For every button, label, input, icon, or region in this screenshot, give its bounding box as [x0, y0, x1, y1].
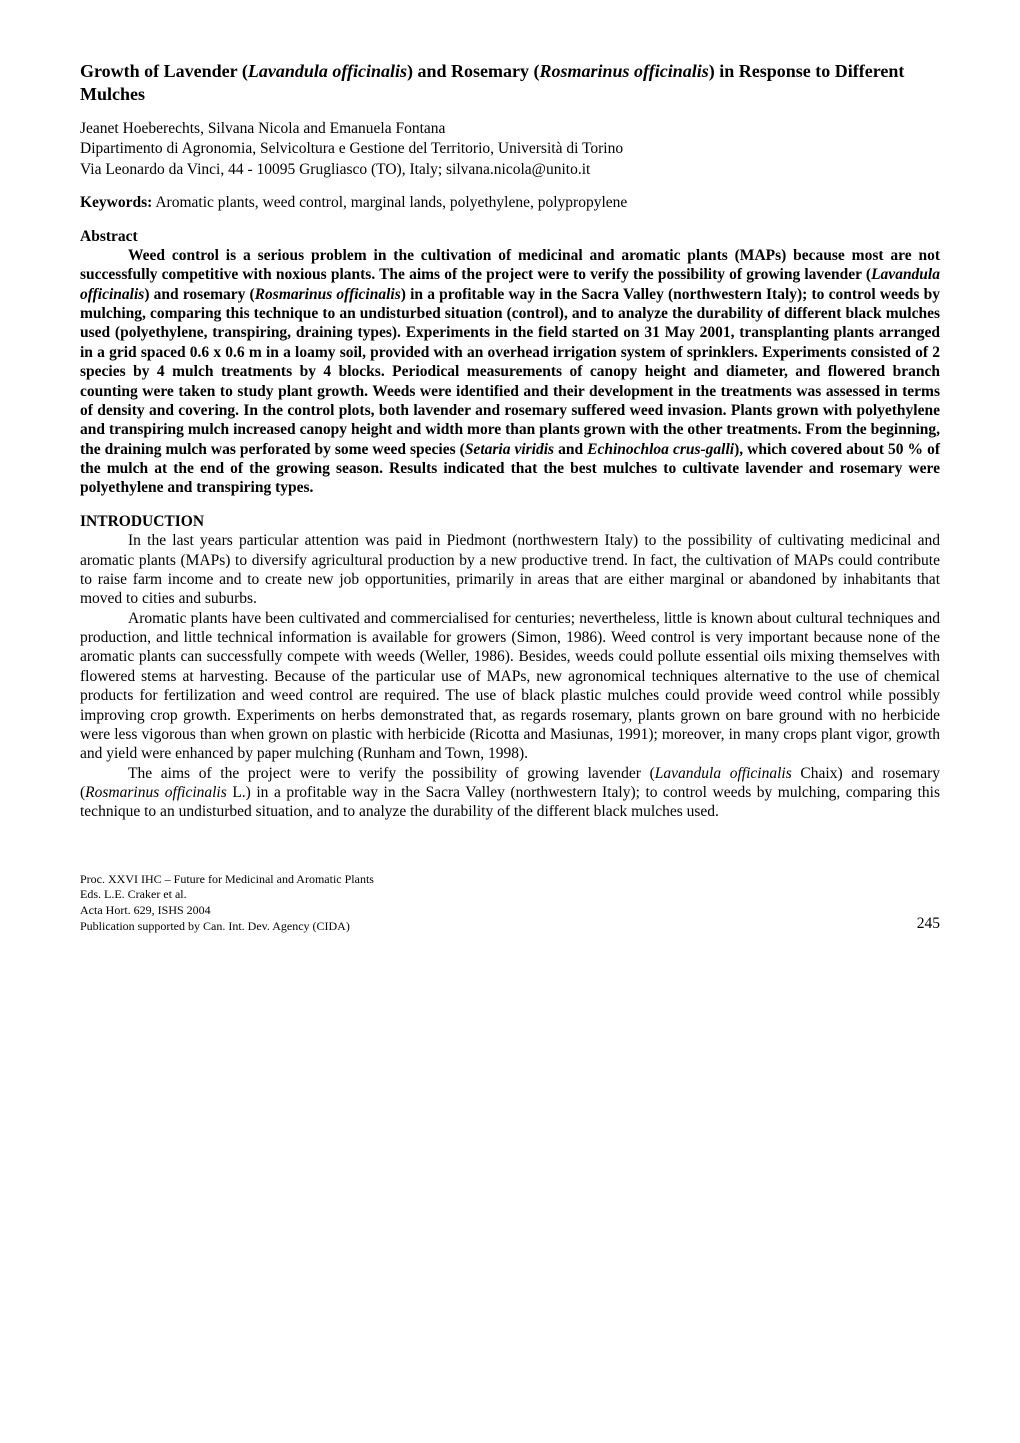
- abstract-text-a: Weed control is a serious problem in the…: [80, 247, 940, 283]
- footer-meta: Proc. XXVI IHC – Future for Medicinal an…: [80, 872, 877, 934]
- title-prefix: Growth of Lavender (: [80, 61, 248, 81]
- keywords-text: Aromatic plants, weed control, marginal …: [152, 194, 627, 211]
- abstract-text-b: ) and rosemary (: [144, 286, 254, 303]
- abstract-heading: Abstract: [80, 227, 940, 246]
- abstract-species-4: Echinochloa crus-galli: [587, 441, 734, 458]
- abstract-body: Weed control is a serious problem in the…: [80, 246, 940, 498]
- title-species-1: Lavandula officinalis: [248, 61, 407, 81]
- keywords-line: Keywords: Aromatic plants, weed control,…: [80, 193, 940, 212]
- footer-line-1: Proc. XXVI IHC – Future for Medicinal an…: [80, 872, 877, 888]
- page-footer: Proc. XXVI IHC – Future for Medicinal an…: [80, 872, 940, 934]
- footer-line-3: Acta Hort. 629, ISHS 2004: [80, 903, 877, 919]
- footer-line-2: Eds. L.E. Craker et al.: [80, 887, 877, 903]
- paper-title: Growth of Lavender (Lavandula officinali…: [80, 60, 940, 105]
- intro-paragraph-1: In the last years particular attention w…: [80, 531, 940, 609]
- intro-paragraph-3: The aims of the project were to verify t…: [80, 764, 940, 822]
- intro-p3-species-1: Lavandula officinalis: [655, 765, 792, 782]
- abstract-species-3: Setaria viridis: [465, 441, 554, 458]
- intro-paragraph-2: Aromatic plants have been cultivated and…: [80, 609, 940, 764]
- title-species-2: Rosmarinus officinalis: [540, 61, 709, 81]
- abstract-text-d: and: [554, 441, 587, 458]
- abstract-text-c: ) in a profitable way in the Sacra Valle…: [80, 286, 940, 458]
- intro-p3-species-2: Rosmarinus officinalis: [85, 784, 227, 801]
- page-number: 245: [877, 914, 940, 934]
- title-mid: ) and Rosemary (: [407, 61, 540, 81]
- address-line: Via Leonardo da Vinci, 44 - 10095 Grugli…: [80, 160, 940, 179]
- intro-p3-text-a: The aims of the project were to verify t…: [128, 765, 655, 782]
- introduction-heading: INTRODUCTION: [80, 512, 940, 531]
- keywords-label: Keywords:: [80, 194, 152, 211]
- abstract-species-2: Rosmarinus officinalis: [255, 286, 401, 303]
- footer-line-4: Publication supported by Can. Int. Dev. …: [80, 919, 877, 935]
- affiliation-line: Dipartimento di Agronomia, Selvicoltura …: [80, 139, 940, 158]
- authors-line: Jeanet Hoeberechts, Silvana Nicola and E…: [80, 119, 940, 138]
